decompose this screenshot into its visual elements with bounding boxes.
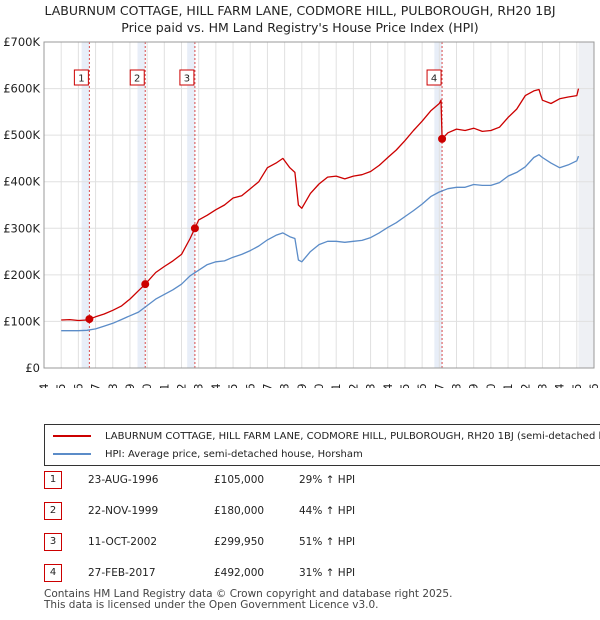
plot-frame bbox=[43, 41, 595, 369]
x-tick-label: 2010 bbox=[312, 383, 326, 388]
sale-price: £299,950 bbox=[214, 536, 265, 548]
sale-price: £105,000 bbox=[214, 474, 265, 486]
x-tick-label: 2013 bbox=[364, 383, 378, 388]
sale-band-4 bbox=[434, 42, 443, 368]
sale-date: 27-FEB-2017 bbox=[88, 567, 156, 579]
sale-badge-2 bbox=[129, 69, 145, 86]
sale-point-3 bbox=[190, 224, 199, 233]
x-tick-label: 2003 bbox=[192, 383, 206, 388]
x-tick-label: 2025 bbox=[570, 383, 584, 388]
legend-label-property: LABURNUM COTTAGE, HILL FARM LANE, CODMOR… bbox=[105, 431, 600, 442]
sale-badge-4 bbox=[426, 69, 442, 86]
legend-label-hpi: HPI: Average price, semi-detached house,… bbox=[105, 449, 363, 460]
legend-swatch-hpi bbox=[53, 453, 91, 455]
sale-price: £180,000 bbox=[214, 505, 265, 517]
x-tick-label: 2018 bbox=[450, 383, 464, 388]
x-tick-label: 2006 bbox=[243, 383, 257, 388]
sale-number-badge: 3 bbox=[44, 533, 62, 551]
sale-badge-3 bbox=[179, 69, 195, 86]
table-row: 1 23-AUG-1996 £105,000 29% ↑ HPI bbox=[44, 470, 584, 490]
y-tick-label: £600K bbox=[3, 82, 40, 96]
sale-hpi-change: 44% ↑ HPI bbox=[299, 505, 356, 517]
sale-hpi-change: 29% ↑ HPI bbox=[299, 474, 356, 486]
y-tick-label: £200K bbox=[3, 268, 40, 282]
sale-point-1 bbox=[85, 315, 94, 324]
sale-number-badge: 4 bbox=[44, 564, 62, 582]
table-row: 3 11-OCT-2002 £299,950 51% ↑ HPI bbox=[44, 532, 584, 552]
x-tick-label: 2009 bbox=[295, 383, 309, 388]
sale-badge-label: 1 bbox=[78, 74, 84, 85]
sale-badge-label: 3 bbox=[184, 74, 190, 85]
sale-date: 11-OCT-2002 bbox=[88, 536, 157, 548]
legend: LABURNUM COTTAGE, HILL FARM LANE, CODMOR… bbox=[44, 424, 600, 466]
x-tick-label: 2020 bbox=[484, 383, 498, 388]
x-tick-label: 2017 bbox=[432, 383, 446, 388]
sale-hpi-change: 31% ↑ HPI bbox=[299, 567, 356, 579]
sale-badge-label: 4 bbox=[431, 74, 437, 85]
forecast-region bbox=[578, 42, 594, 368]
sale-number-badge: 2 bbox=[44, 502, 62, 520]
x-tick-label: 1994 bbox=[37, 383, 51, 388]
y-tick-label: £400K bbox=[3, 175, 40, 189]
x-tick-label: 2019 bbox=[467, 383, 481, 388]
chart-title-line-2: Price paid vs. HM Land Registry's House … bbox=[121, 20, 479, 35]
footer-licence: This data is licensed under the Open Gov… bbox=[44, 599, 379, 611]
legend-item-property: LABURNUM COTTAGE, HILL FARM LANE, CODMOR… bbox=[53, 428, 600, 446]
x-tick-label: 1995 bbox=[54, 383, 68, 388]
x-tick-label: 2002 bbox=[175, 383, 189, 388]
x-tick-label: 2026 bbox=[587, 383, 600, 388]
sale-band-2 bbox=[137, 42, 146, 368]
table-row: 4 27-FEB-2017 £492,000 31% ↑ HPI bbox=[44, 563, 584, 583]
x-tick-label: 2014 bbox=[381, 383, 395, 388]
x-tick-label: 1998 bbox=[106, 383, 120, 388]
sale-number-badge: 1 bbox=[44, 471, 62, 489]
y-tick-label: £700K bbox=[3, 36, 40, 49]
legend-item-hpi: HPI: Average price, semi-detached house,… bbox=[53, 446, 363, 464]
sale-date: 23-AUG-1996 bbox=[88, 474, 159, 486]
x-tick-label: 2008 bbox=[278, 383, 292, 388]
x-tick-label: 2012 bbox=[346, 383, 360, 388]
x-tick-label: 2001 bbox=[157, 383, 171, 388]
x-tick-label: 2011 bbox=[329, 383, 343, 388]
sale-band-1 bbox=[81, 42, 90, 368]
table-row: 2 22-NOV-1999 £180,000 44% ↑ HPI bbox=[44, 501, 584, 521]
x-tick-label: 2024 bbox=[553, 383, 567, 388]
price-chart: £0 £100K £200K £300K £400K £500K £600K £700K 199… bbox=[3, 36, 600, 388]
y-tick-label: £100K bbox=[3, 314, 40, 328]
y-tick-label: £0 bbox=[25, 361, 40, 375]
x-tick-label: 2007 bbox=[260, 383, 274, 388]
x-tick-label: 2022 bbox=[518, 383, 532, 388]
sale-badge-label: 2 bbox=[134, 74, 140, 85]
sale-point-2 bbox=[141, 280, 150, 289]
y-tick-label: £300K bbox=[3, 221, 40, 235]
x-tick-label: 2016 bbox=[415, 383, 429, 388]
x-tick-label: 2005 bbox=[226, 383, 240, 388]
sale-point-4 bbox=[438, 134, 447, 143]
x-tick-label: 1999 bbox=[123, 383, 137, 388]
y-tick-label: £500K bbox=[3, 128, 40, 142]
x-tick-label: 2000 bbox=[140, 383, 154, 388]
sale-hpi-change: 51% ↑ HPI bbox=[299, 536, 356, 548]
x-tick-label: 2021 bbox=[501, 383, 515, 388]
sale-band-3 bbox=[187, 42, 195, 368]
series-line-property bbox=[61, 88, 580, 322]
legend-swatch-property bbox=[53, 435, 91, 437]
chart-title-line-1: LABURNUM COTTAGE, HILL FARM LANE, CODMOR… bbox=[44, 3, 556, 18]
sale-price: £492,000 bbox=[214, 567, 265, 579]
x-tick-label: 2023 bbox=[535, 383, 549, 388]
sale-date: 22-NOV-1999 bbox=[88, 505, 159, 517]
x-tick-label: 2004 bbox=[209, 383, 223, 388]
footer: Contains HM Land Registry data © Crown c… bbox=[44, 589, 452, 611]
x-tick-label: 2015 bbox=[398, 383, 412, 388]
footer-copyright: Contains HM Land Registry data © Crown c… bbox=[44, 588, 453, 600]
series-line-hpi bbox=[61, 154, 580, 332]
x-tick-label: 1996 bbox=[71, 383, 85, 388]
sale-badge-1 bbox=[73, 69, 89, 86]
x-tick-label: 1997 bbox=[89, 383, 103, 388]
